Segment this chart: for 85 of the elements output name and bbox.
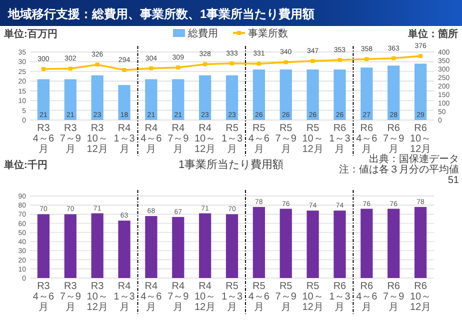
x-tick-label: R5 1～3月 bbox=[221, 281, 243, 313]
bar bbox=[414, 64, 427, 120]
text: 注：値は各３月分の平均値 bbox=[339, 164, 459, 176]
x-tick-label: R5 4～6月 bbox=[248, 281, 270, 313]
chart-title: 地域移行支援：総費用、事業所数、1事業所当たり費用額 bbox=[7, 7, 315, 21]
point bbox=[392, 56, 396, 60]
bar bbox=[91, 75, 104, 120]
bar bbox=[388, 208, 400, 278]
bar bbox=[306, 210, 319, 278]
x-tick-label: R6 10～12月 bbox=[410, 281, 432, 313]
x-tick-label: R6 10～12月 bbox=[410, 123, 432, 155]
point bbox=[284, 60, 288, 64]
bar bbox=[118, 220, 130, 278]
chart-title: 1事業所当たり費用額 bbox=[178, 158, 284, 171]
x-tick-label: R6 1～3月 bbox=[329, 123, 351, 155]
bar bbox=[280, 208, 292, 278]
source-note: 出典：国保連データ bbox=[369, 153, 459, 165]
point bbox=[122, 68, 126, 72]
bar bbox=[306, 69, 319, 120]
bar bbox=[252, 69, 265, 120]
bar bbox=[334, 69, 346, 120]
x-tick-label: R4 7～9月 bbox=[168, 281, 190, 313]
x-tick-label: R3 4～6月 bbox=[32, 281, 54, 313]
bar bbox=[334, 210, 346, 278]
bar bbox=[388, 66, 400, 120]
legend-label: 事業所数 bbox=[248, 28, 288, 40]
x-tick-label: R5 10～12月 bbox=[302, 281, 324, 313]
point bbox=[338, 58, 342, 62]
x-tick-label: R4 7～9月 bbox=[168, 123, 190, 155]
legend-label: 総費用 bbox=[187, 28, 218, 40]
x-tick-label: R3 7～9月 bbox=[60, 281, 82, 313]
bar bbox=[360, 68, 373, 120]
bar bbox=[145, 216, 158, 278]
bar bbox=[37, 214, 50, 278]
point bbox=[41, 67, 46, 71]
x-tick-label: R4 4～6月 bbox=[140, 123, 162, 155]
point bbox=[256, 62, 261, 66]
bar bbox=[37, 79, 50, 120]
y-axis-title: 単位:千円 bbox=[3, 159, 48, 171]
y2-axis-title: 単位：箇所 bbox=[407, 28, 458, 40]
bar bbox=[172, 216, 184, 278]
x-tick-label: R5 7～9月 bbox=[275, 123, 297, 155]
point bbox=[68, 66, 72, 71]
x-tick-label: R3 10～12月 bbox=[86, 281, 108, 313]
text: 51 bbox=[448, 175, 460, 186]
x-tick-label: R6 7～9月 bbox=[383, 281, 405, 313]
point bbox=[364, 57, 369, 62]
bar bbox=[118, 85, 130, 120]
bar bbox=[360, 208, 373, 278]
bar bbox=[172, 79, 184, 120]
x-tick-label: R6 4～6月 bbox=[356, 123, 378, 155]
point bbox=[418, 54, 423, 58]
x-tick-label: R3 4～6月 bbox=[32, 123, 54, 155]
x-tick-label: R3 10～12月 bbox=[86, 123, 108, 155]
bar bbox=[199, 75, 212, 120]
x-tick-label: R3 7～9月 bbox=[60, 123, 82, 155]
x-tick-label: R4 10～12月 bbox=[194, 123, 216, 155]
x-tick-label: R4 1～3月 bbox=[114, 281, 136, 313]
y-axis-title: 単位:百万円 bbox=[3, 28, 58, 40]
bar bbox=[226, 75, 238, 120]
point bbox=[149, 66, 154, 70]
x-tick-label: R6 1～3月 bbox=[329, 281, 351, 313]
x-tick-label: R4 4～6月 bbox=[140, 281, 162, 313]
point bbox=[230, 61, 234, 66]
bar bbox=[64, 214, 76, 278]
bar bbox=[414, 206, 427, 278]
point bbox=[203, 62, 208, 66]
bar bbox=[252, 206, 265, 278]
bar bbox=[91, 213, 104, 278]
bar bbox=[280, 69, 292, 120]
x-tick-label: R5 4～6月 bbox=[248, 123, 270, 155]
bar bbox=[199, 213, 212, 278]
x-tick-label: R5 7～9月 bbox=[275, 281, 297, 313]
point bbox=[176, 65, 180, 70]
bar bbox=[226, 214, 238, 278]
x-tick-label: R5 10～12月 bbox=[302, 123, 324, 155]
x-tick-label: R5 1～3月 bbox=[221, 123, 243, 155]
x-tick-label: R6 7～9月 bbox=[383, 123, 405, 155]
point bbox=[310, 59, 315, 64]
x-tick-label: R4 1～3月 bbox=[114, 123, 136, 155]
bar bbox=[145, 79, 158, 120]
point bbox=[95, 62, 100, 67]
x-tick-label: R4 10～12月 bbox=[194, 281, 216, 313]
bar bbox=[64, 79, 76, 120]
x-tick-label: R6 4～6月 bbox=[356, 281, 378, 313]
